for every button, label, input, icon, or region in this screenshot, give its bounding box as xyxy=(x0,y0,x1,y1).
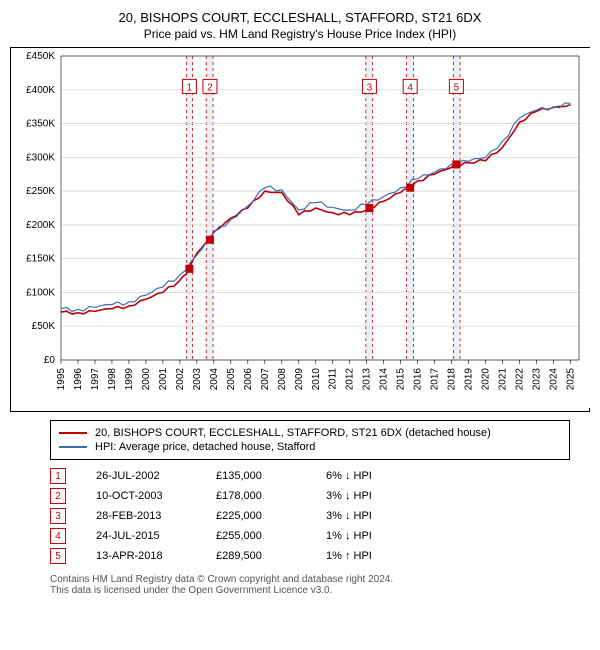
title-line1: 20, BISHOPS COURT, ECCLESHALL, STAFFORD,… xyxy=(10,10,590,25)
svg-text:2018: 2018 xyxy=(447,368,458,391)
svg-text:£400K: £400K xyxy=(26,85,55,96)
svg-text:1999: 1999 xyxy=(124,368,135,391)
svg-text:£450K: £450K xyxy=(26,51,55,62)
sale-price: £178,000 xyxy=(216,490,326,502)
legend: 20, BISHOPS COURT, ECCLESHALL, STAFFORD,… xyxy=(50,420,570,460)
svg-text:2000: 2000 xyxy=(141,368,152,391)
footer-line2: This data is licensed under the Open Gov… xyxy=(50,585,570,596)
sale-price: £135,000 xyxy=(216,470,326,482)
svg-text:2008: 2008 xyxy=(277,368,288,391)
svg-text:£150K: £150K xyxy=(26,254,55,265)
sale-date: 26-JUL-2002 xyxy=(96,470,216,482)
sale-date: 10-OCT-2003 xyxy=(96,490,216,502)
svg-text:2023: 2023 xyxy=(532,368,543,391)
svg-text:3: 3 xyxy=(367,82,373,93)
sale-delta-vs-hpi: 3% ↓ HPI xyxy=(326,510,436,522)
svg-text:2013: 2013 xyxy=(362,368,373,391)
svg-text:£50K: £50K xyxy=(32,321,56,332)
svg-text:2: 2 xyxy=(207,82,213,93)
sale-index: 2 xyxy=(50,488,66,504)
svg-text:1998: 1998 xyxy=(107,368,118,391)
svg-text:1: 1 xyxy=(187,82,193,93)
price-chart: £0 £50K £100K £150K £200K £250K £300K £350K £400… xyxy=(10,47,590,412)
svg-text:2025: 2025 xyxy=(566,368,577,391)
legend-swatch xyxy=(59,432,87,434)
chart-svg: £0 £50K £100K £150K £200K £250K £300K £350K £400… xyxy=(11,48,591,408)
sales-table: 1 26-JUL-2002£135,0006% ↓ HPI 2 10-OCT-2003… xyxy=(50,468,570,564)
svg-text:£350K: £350K xyxy=(26,119,55,130)
svg-text:2002: 2002 xyxy=(175,368,186,391)
svg-text:1997: 1997 xyxy=(90,368,101,391)
sale-delta-vs-hpi: 1% ↓ HPI xyxy=(326,530,436,542)
svg-text:4: 4 xyxy=(407,82,413,93)
svg-text:£250K: £250K xyxy=(26,186,55,197)
svg-text:2014: 2014 xyxy=(379,368,390,391)
sale-row: 5 13-APR-2018£289,5001% ↑ HPI xyxy=(50,548,570,564)
svg-text:2006: 2006 xyxy=(243,368,254,391)
sale-row: 2 10-OCT-2003£178,0003% ↓ HPI xyxy=(50,488,570,504)
svg-text:2001: 2001 xyxy=(158,368,169,391)
title-line2: Price paid vs. HM Land Registry's House … xyxy=(10,27,590,41)
legend-label: 20, BISHOPS COURT, ECCLESHALL, STAFFORD,… xyxy=(95,427,491,439)
svg-text:2005: 2005 xyxy=(226,368,237,391)
sale-price: £289,500 xyxy=(216,550,326,562)
svg-text:2017: 2017 xyxy=(430,368,441,391)
svg-text:2003: 2003 xyxy=(192,368,203,391)
svg-text:2011: 2011 xyxy=(328,368,339,390)
sale-index: 5 xyxy=(50,548,66,564)
svg-text:2016: 2016 xyxy=(413,368,424,391)
svg-text:2007: 2007 xyxy=(260,368,271,391)
svg-text:5: 5 xyxy=(454,82,460,93)
svg-text:2019: 2019 xyxy=(464,368,475,391)
sale-date: 13-APR-2018 xyxy=(96,550,216,562)
svg-text:1996: 1996 xyxy=(73,368,84,391)
chart-title: 20, BISHOPS COURT, ECCLESHALL, STAFFORD,… xyxy=(10,10,590,41)
svg-text:2020: 2020 xyxy=(481,368,492,391)
svg-text:2010: 2010 xyxy=(311,368,322,391)
svg-text:2022: 2022 xyxy=(515,368,526,391)
legend-label: HPI: Average price, detached house, Staf… xyxy=(95,441,315,453)
footer-line1: Contains HM Land Registry data © Crown c… xyxy=(50,574,570,585)
attribution-footer: Contains HM Land Registry data © Crown c… xyxy=(50,574,570,596)
sale-price: £225,000 xyxy=(216,510,326,522)
sale-delta-vs-hpi: 6% ↓ HPI xyxy=(326,470,436,482)
svg-text:2009: 2009 xyxy=(294,368,305,391)
sale-date: 28-FEB-2013 xyxy=(96,510,216,522)
sale-index: 1 xyxy=(50,468,66,484)
sale-index: 4 xyxy=(50,528,66,544)
svg-text:2024: 2024 xyxy=(549,368,560,391)
svg-text:£200K: £200K xyxy=(26,220,55,231)
sale-row: 1 26-JUL-2002£135,0006% ↓ HPI xyxy=(50,468,570,484)
sale-index: 3 xyxy=(50,508,66,524)
sale-date: 24-JUL-2015 xyxy=(96,530,216,542)
sale-row: 3 28-FEB-2013£225,0003% ↓ HPI xyxy=(50,508,570,524)
sale-delta-vs-hpi: 3% ↓ HPI xyxy=(326,490,436,502)
svg-text:£100K: £100K xyxy=(26,287,55,298)
svg-text:2021: 2021 xyxy=(498,368,509,391)
svg-text:1995: 1995 xyxy=(56,368,67,391)
svg-text:2004: 2004 xyxy=(209,368,220,391)
legend-swatch xyxy=(59,446,87,448)
svg-text:2012: 2012 xyxy=(345,368,356,391)
sale-price: £255,000 xyxy=(216,530,326,542)
legend-item: HPI: Average price, detached house, Staf… xyxy=(59,441,561,453)
svg-text:£300K: £300K xyxy=(26,152,55,163)
sale-delta-vs-hpi: 1% ↑ HPI xyxy=(326,550,436,562)
svg-text:2015: 2015 xyxy=(396,368,407,391)
legend-item: 20, BISHOPS COURT, ECCLESHALL, STAFFORD,… xyxy=(59,427,561,439)
svg-text:£0: £0 xyxy=(44,355,56,366)
sale-row: 4 24-JUL-2015£255,0001% ↓ HPI xyxy=(50,528,570,544)
